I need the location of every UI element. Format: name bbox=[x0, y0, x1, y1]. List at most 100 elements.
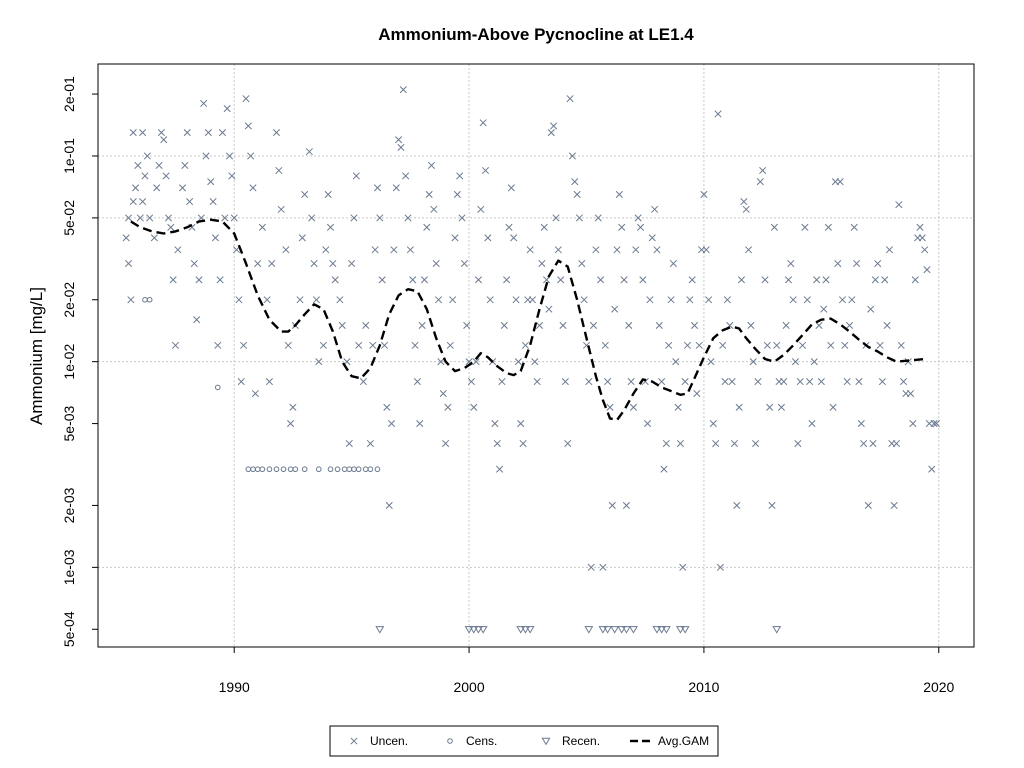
marker-stroke bbox=[601, 341, 609, 349]
marker-stroke bbox=[869, 439, 877, 448]
uncensored-point bbox=[770, 223, 778, 231]
uncensored-point bbox=[141, 172, 149, 180]
uncensored-point bbox=[517, 420, 525, 428]
marker-stroke bbox=[174, 246, 182, 254]
uncensored-point bbox=[533, 378, 541, 386]
uncensored-point bbox=[571, 178, 579, 186]
marker-stroke bbox=[204, 128, 212, 137]
uncensored-point bbox=[791, 358, 800, 366]
recensored-point bbox=[661, 626, 671, 634]
censored-point bbox=[362, 466, 369, 473]
uncensored-point bbox=[730, 439, 739, 448]
y-tick-label: 1e-01 bbox=[61, 138, 77, 174]
uncensored-point bbox=[446, 341, 454, 349]
uncensored-point bbox=[575, 214, 584, 222]
marker-stroke bbox=[371, 246, 379, 254]
uncensored-point bbox=[139, 198, 147, 206]
uncensored-point bbox=[899, 378, 908, 386]
uncensored-point bbox=[265, 378, 273, 386]
uncensored-point bbox=[247, 152, 255, 160]
uncensored-point bbox=[155, 161, 163, 169]
uncensored-point bbox=[547, 128, 555, 137]
recensored-point bbox=[621, 626, 631, 634]
uncensored-point bbox=[885, 246, 894, 254]
marker-stroke bbox=[568, 152, 576, 160]
uncensored-point bbox=[789, 296, 797, 304]
marker-stroke bbox=[216, 276, 224, 284]
marker-stroke bbox=[653, 246, 661, 254]
uncensored-point bbox=[211, 234, 219, 242]
marker-stroke bbox=[824, 223, 832, 231]
y-axis-label: Ammonium [mg/L] bbox=[27, 287, 46, 425]
marker-stroke bbox=[768, 501, 776, 509]
uncensored-point bbox=[385, 501, 393, 509]
recensored-point bbox=[516, 626, 526, 634]
uncensored-point bbox=[235, 296, 243, 304]
marker-stroke bbox=[559, 321, 567, 329]
uncensored-point bbox=[665, 341, 673, 349]
uncensored-point bbox=[167, 223, 175, 231]
uncensored-point bbox=[345, 439, 353, 448]
marker-stroke bbox=[683, 341, 692, 349]
uncensored-point bbox=[815, 321, 823, 329]
marker-stroke bbox=[399, 86, 407, 94]
marker-stroke bbox=[183, 128, 191, 137]
marker-stroke bbox=[127, 296, 135, 304]
uncensored-point bbox=[916, 223, 924, 231]
uncensored-point bbox=[124, 214, 133, 222]
marker-stroke bbox=[531, 358, 539, 366]
marker-stroke bbox=[585, 378, 593, 386]
uncensored-point bbox=[822, 276, 830, 284]
marker-stroke bbox=[789, 296, 797, 304]
uncensored-point bbox=[690, 321, 699, 329]
marker-stroke bbox=[737, 276, 746, 284]
uncensored-point bbox=[209, 198, 217, 206]
uncensored-point bbox=[331, 276, 339, 284]
marker-stroke bbox=[752, 439, 760, 448]
uncensored-point bbox=[881, 276, 889, 284]
marker-stroke bbox=[646, 296, 654, 304]
uncensored-point bbox=[712, 439, 720, 448]
x-tick-label: 2020 bbox=[923, 679, 954, 695]
legend: Uncen. Cens. Recen. Avg.GAM bbox=[329, 725, 719, 757]
marker-stroke bbox=[564, 439, 572, 448]
uncensored-point bbox=[139, 128, 147, 137]
uncensored-point bbox=[705, 296, 713, 304]
marker-stroke bbox=[618, 223, 626, 231]
marker-stroke bbox=[930, 420, 938, 428]
uncensored-point bbox=[763, 341, 771, 349]
marker-stroke bbox=[423, 223, 431, 231]
uncensored-point bbox=[686, 296, 694, 304]
marker-stroke bbox=[178, 184, 187, 192]
uncensored-point bbox=[425, 190, 433, 199]
marker-stroke bbox=[517, 420, 525, 428]
recensored-point bbox=[680, 626, 690, 634]
censored-point bbox=[146, 296, 153, 303]
censored-point bbox=[367, 466, 374, 473]
uncensored-point bbox=[921, 246, 929, 254]
marker-stroke bbox=[477, 205, 485, 213]
uncensored-point bbox=[460, 259, 468, 268]
marker-stroke bbox=[829, 403, 837, 411]
uncensored-point bbox=[129, 198, 137, 206]
uncensored-point bbox=[707, 358, 715, 366]
uncensored-point bbox=[737, 276, 746, 284]
recensored-point bbox=[657, 626, 667, 634]
marker-stroke bbox=[195, 276, 203, 284]
uncensored-point bbox=[679, 563, 687, 571]
uncensored-point bbox=[181, 161, 189, 169]
uncensored-point bbox=[808, 420, 816, 428]
censored-point bbox=[346, 466, 353, 473]
marker-stroke bbox=[890, 501, 898, 509]
uncensored-point bbox=[874, 259, 882, 268]
uncensored-point bbox=[174, 246, 182, 254]
marker-stroke bbox=[470, 403, 478, 411]
marker-stroke bbox=[472, 358, 480, 366]
recensored-point bbox=[520, 626, 530, 634]
marker-stroke bbox=[561, 378, 569, 386]
uncensored-point bbox=[228, 172, 236, 180]
marker-stroke bbox=[420, 276, 428, 284]
recensored-point bbox=[525, 626, 535, 634]
marker-stroke bbox=[481, 166, 490, 175]
